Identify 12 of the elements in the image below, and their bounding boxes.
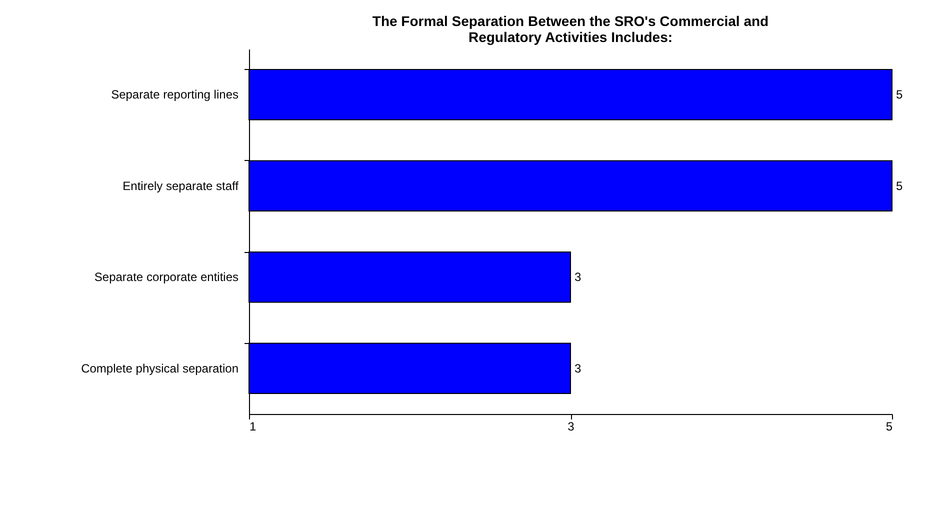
data-label: 5 <box>896 88 903 102</box>
y-tick-label: Separate reporting lines <box>111 88 238 102</box>
data-label: 3 <box>574 270 582 284</box>
chart-title: The Formal Separation Between the SRO's Commercial and Regulatory Activities Includes: <box>372 13 769 45</box>
y-tick-label: Complete physical separation <box>81 361 238 376</box>
data-label: 3 <box>574 361 582 376</box>
x-tick-label: 3 <box>568 420 575 434</box>
x-tick-label: 1 <box>250 420 256 434</box>
y-tick-label: Entirely separate staff <box>122 178 240 193</box>
data-label: 5 <box>896 178 903 193</box>
y-tick-label: Separate corporate entities <box>94 270 238 284</box>
x-tick-label: 5 <box>886 420 893 434</box>
